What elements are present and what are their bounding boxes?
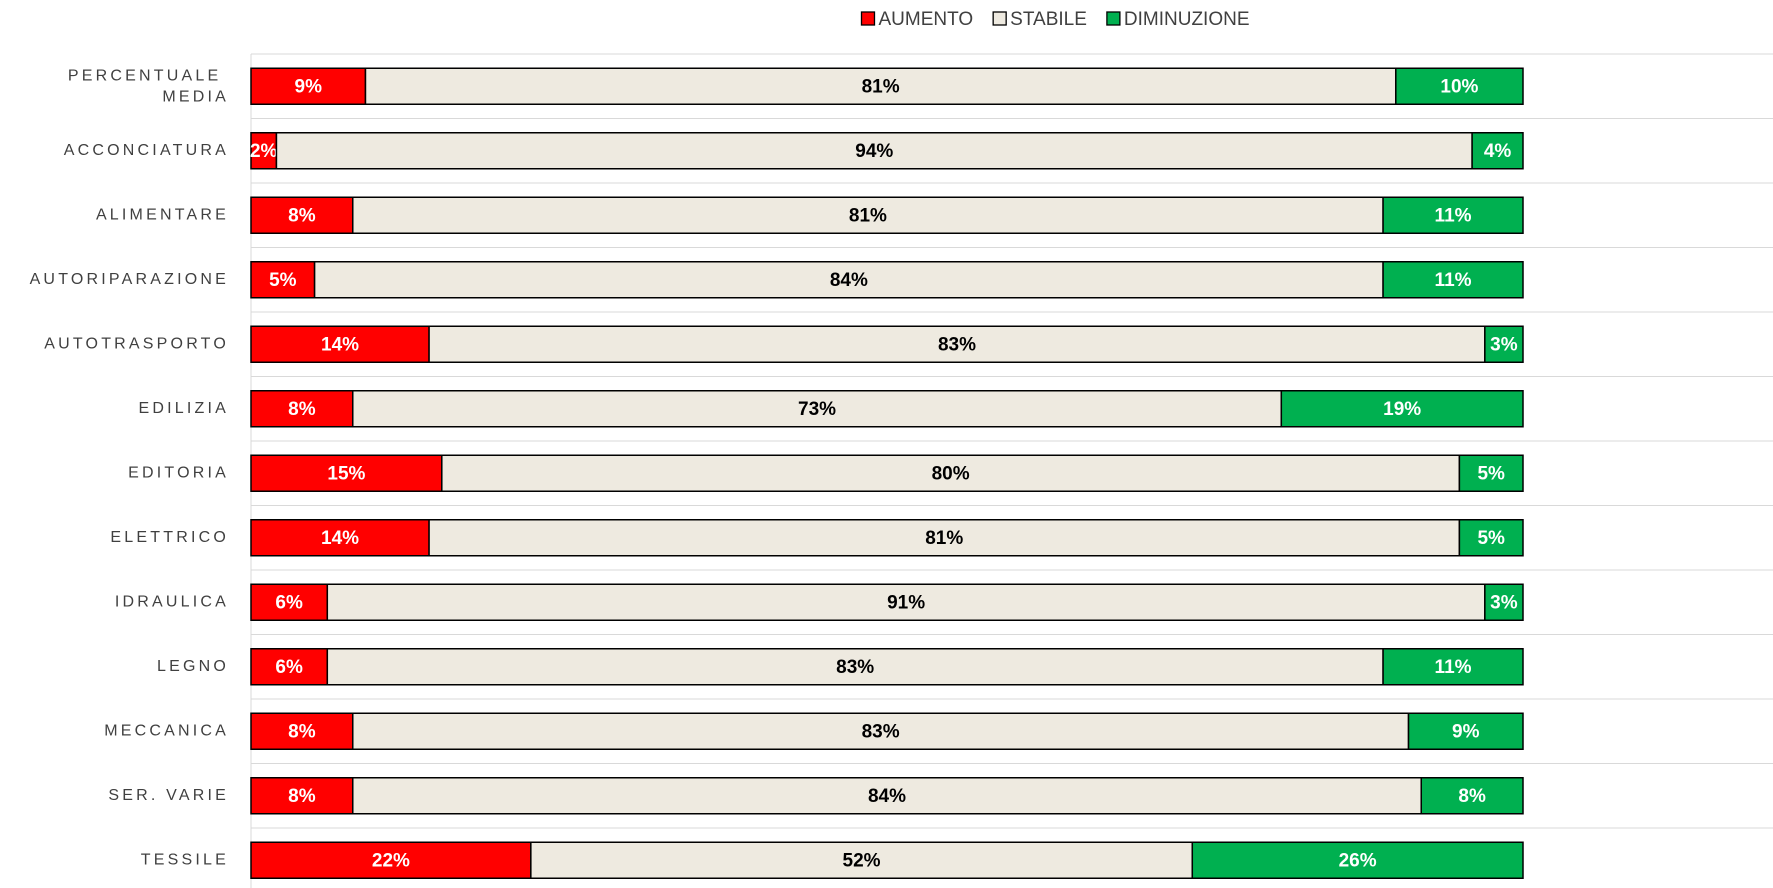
value-label: 14% [321,334,359,355]
value-label: 94% [855,141,893,162]
legend: AUMENTO STABILE DIMINUZIONE [860,9,1250,30]
value-label: 14% [321,528,359,549]
value-label: 8% [288,786,316,807]
value-label: 80% [932,463,970,484]
legend-label: DIMINUZIONE [1124,9,1250,30]
value-label: 4% [1484,141,1512,162]
legend-label: AUMENTO [878,9,973,30]
category-label: EDITORIA [128,464,229,481]
category-label: MECCANICA [104,722,229,739]
value-label: 91% [887,592,925,613]
value-label: 2% [250,141,278,162]
value-label: 11% [1435,270,1472,291]
bar-segment [352,777,1422,815]
category-label: EDILIZIA [138,400,229,417]
bar-segment [1395,67,1524,105]
category-label: ALIMENTARE [96,206,229,223]
value-label: 81% [925,528,963,549]
legend-swatch [860,11,876,26]
category-label: AUTORIPARAZIONE [30,271,229,288]
category-label: ACCONCIATURA [64,142,229,159]
bar-segment [352,196,1384,234]
value-label: 9% [1452,721,1480,742]
bar-segment [250,261,316,299]
value-label: 5% [1477,463,1505,484]
legend-swatch [992,11,1007,26]
value-label: 15% [327,463,365,484]
value-label: 26% [1339,850,1377,871]
value-label: 10% [1440,76,1478,97]
value-label: 8% [288,399,316,420]
value-label: 6% [275,657,303,678]
bar-segment [1420,777,1524,815]
value-label: 8% [288,721,316,742]
value-label: 84% [830,270,868,291]
bar-segment [250,841,532,879]
bar-segment [250,390,354,428]
value-label: 3% [1490,334,1518,355]
bar-segment [1471,132,1524,170]
bar-segment [441,454,1461,492]
value-label: 73% [798,399,836,420]
category-label: IDRAULICA [115,593,229,610]
value-label: 81% [862,76,900,97]
bar-segment [428,325,1486,363]
category-label: ELETTRICO [110,529,229,546]
bar-segment [250,325,430,363]
value-label: 81% [849,205,887,226]
bar-segment [352,712,1410,750]
category-label: LEGNO [157,658,229,675]
value-label: 83% [862,721,900,742]
bar-segment [326,648,1384,686]
bar-segment [1382,196,1524,234]
category-label-line: PERCENTUALE [68,67,229,84]
bar-segment [250,777,354,815]
bar-segment [428,519,1461,557]
category-label: TESSILE [141,851,229,868]
bar-segment [1280,390,1524,428]
bar-segment [326,583,1486,621]
value-label: 5% [269,270,297,291]
value-label: 84% [868,786,906,807]
bar-segment [1382,261,1524,299]
bar-segment [1458,454,1524,492]
category-label-line: MEDIA [162,88,229,105]
value-label: 52% [843,850,881,871]
value-label: 9% [295,76,323,97]
value-label: 19% [1383,399,1421,420]
value-label: 8% [288,205,316,226]
category-label: PERCENTUALE MEDIA [68,67,229,105]
bar-segment [352,390,1283,428]
value-label: 6% [275,592,303,613]
category-label: AUTOTRASPORTO [44,335,229,352]
value-label: 11% [1435,657,1472,678]
bar-segment [250,583,329,621]
value-label: 8% [1458,786,1486,807]
legend-label: STABILE [1010,9,1087,30]
bar-segment [250,196,354,234]
bar-segment [1382,648,1524,686]
value-label: 22% [372,850,410,871]
bar-segment [1484,583,1524,621]
value-label: 5% [1477,528,1505,549]
value-label: 83% [938,334,976,355]
bar-segment [1407,712,1524,750]
bar-segment [250,712,354,750]
category-label: SER. VARIE [108,787,229,804]
bar-segment [313,261,1384,299]
legend-swatch [1106,11,1121,26]
value-label: 83% [836,657,874,678]
value-label: 11% [1435,205,1472,226]
value-label: 3% [1490,592,1518,613]
bar-segment [1458,519,1524,557]
bar-segment [1484,325,1524,363]
bar-segment [1191,841,1524,879]
